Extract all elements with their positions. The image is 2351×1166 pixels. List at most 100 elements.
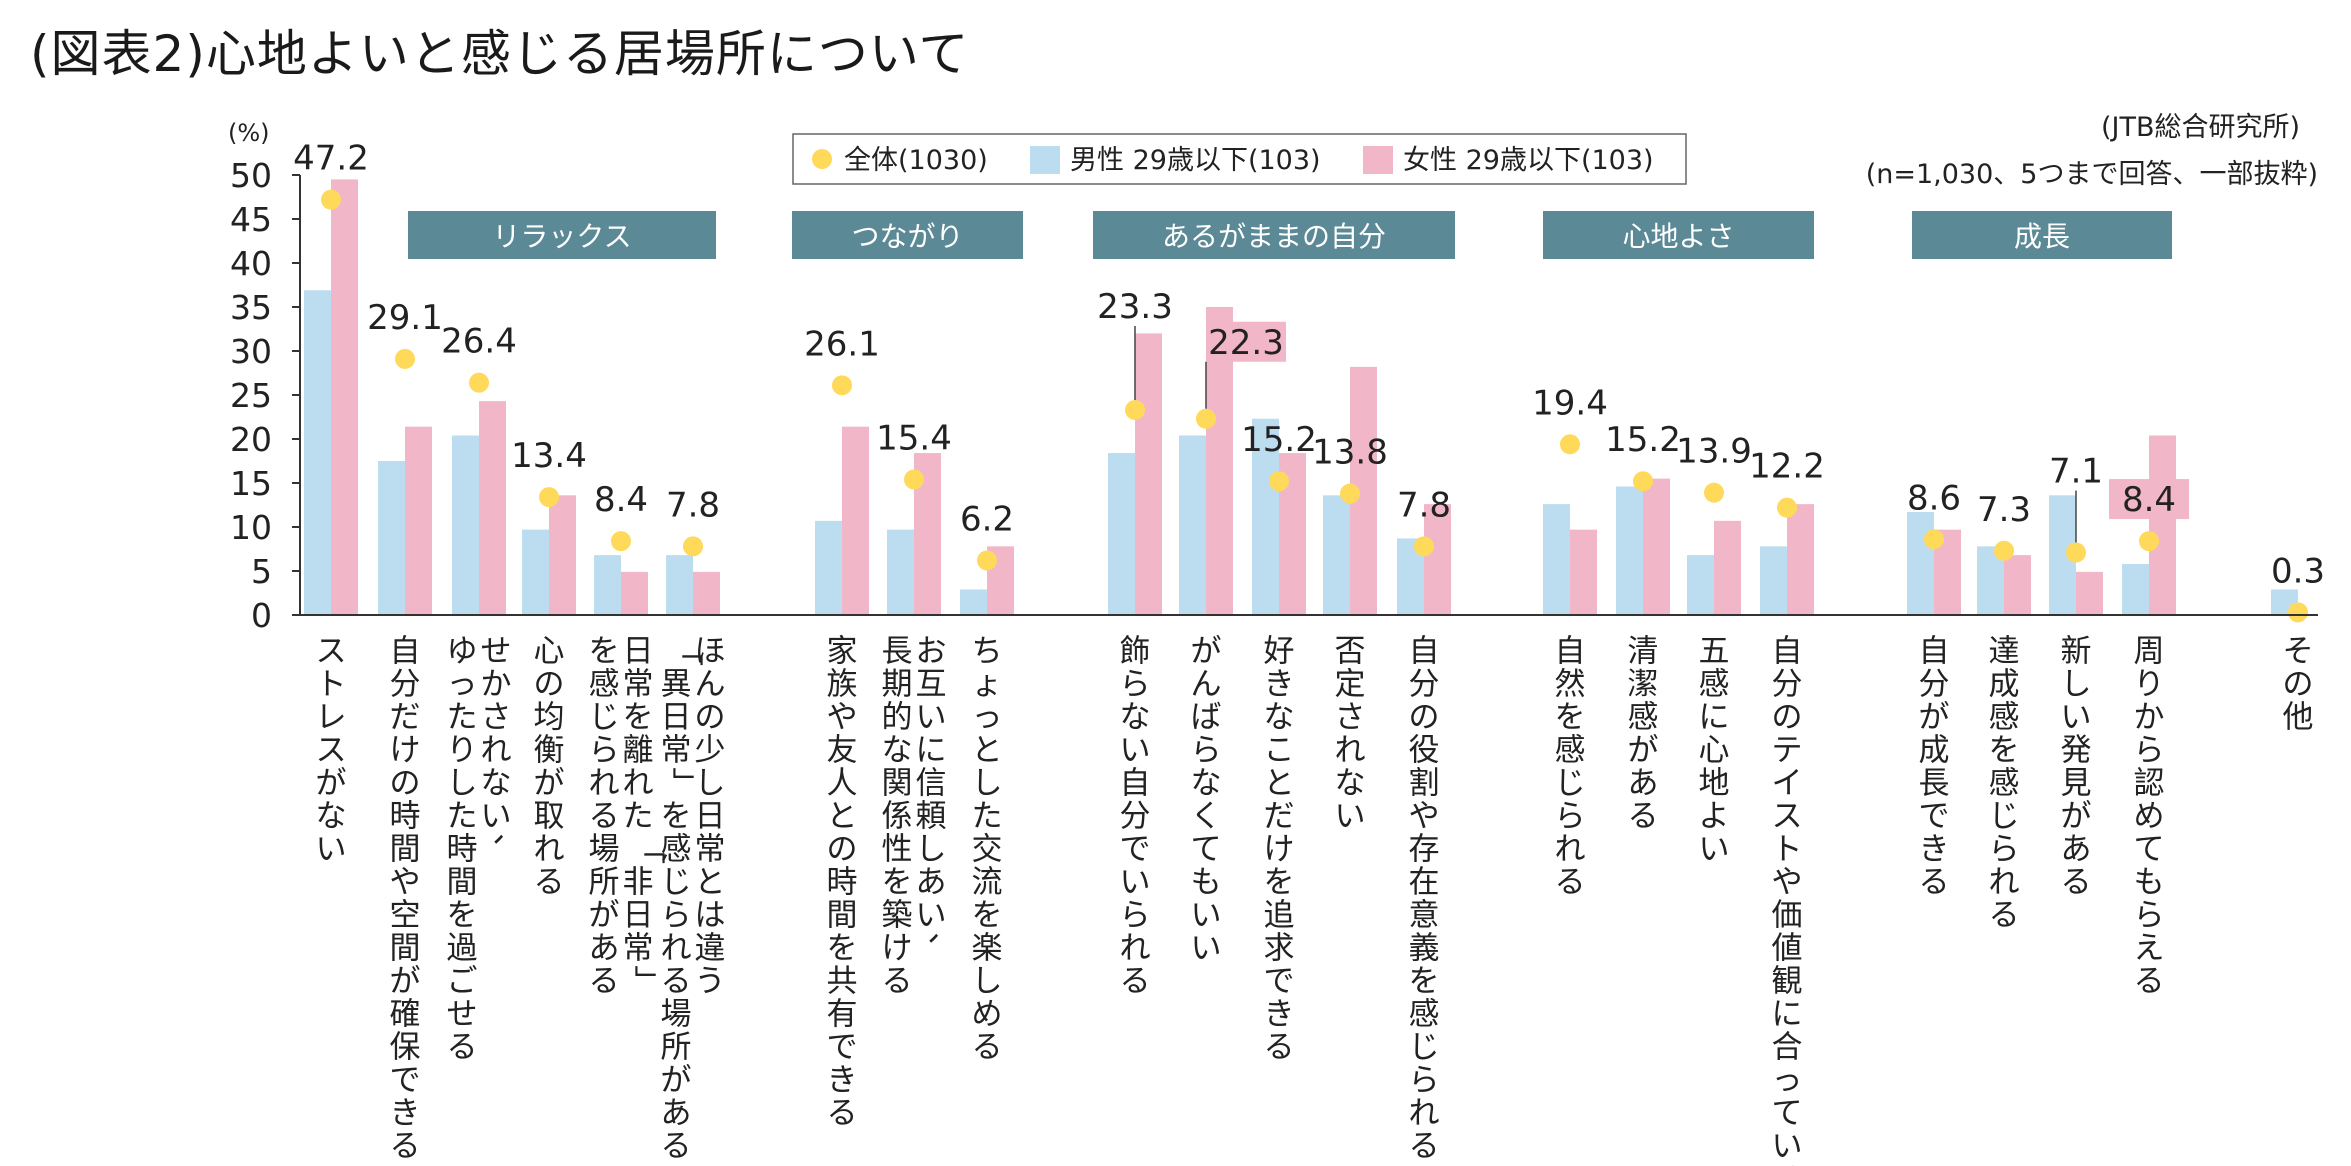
category-char: ら <box>589 732 620 768</box>
category-char: ら <box>1120 666 1151 702</box>
category-char: さ <box>1335 699 1366 735</box>
category-char: た <box>447 699 478 735</box>
category-char: ゆ <box>447 633 478 669</box>
category-char: た <box>623 798 654 834</box>
point-all <box>321 189 341 210</box>
category-char: れ <box>589 765 620 801</box>
category-char: を <box>623 699 654 735</box>
category-char: ら <box>2134 897 2165 933</box>
category-char: 頼 <box>916 798 947 834</box>
category-char: 」 <box>630 965 666 996</box>
category-char: さ <box>481 699 512 735</box>
category-char: け <box>390 732 421 768</box>
category-char: 意 <box>1409 897 1440 933</box>
category-char: 存 <box>1409 831 1440 867</box>
category-char: る <box>1120 963 1151 999</box>
category-char: 確 <box>390 996 421 1032</box>
y-tick-label: 30 <box>230 332 272 371</box>
category-char: 飾 <box>1120 633 1151 669</box>
category-char: 感 <box>1409 996 1440 1032</box>
category-char: 在 <box>1409 864 1440 900</box>
category-char: ょ <box>972 666 1003 702</box>
point-all <box>1340 483 1360 504</box>
category-char: る <box>1264 1029 1295 1065</box>
category-char: 見 <box>2061 765 2092 801</box>
category-char: が <box>2061 798 2092 834</box>
category-char: 感 <box>661 831 692 867</box>
data-label: 13.4 <box>511 436 587 476</box>
label-highlight <box>2109 479 2189 520</box>
category-char: と <box>827 798 858 834</box>
bar-female <box>1787 504 1814 615</box>
category-char: 間 <box>390 930 421 966</box>
category-char: 自 <box>1120 765 1151 801</box>
category-char: 成 <box>1919 732 1950 768</box>
category-char: る <box>589 798 620 834</box>
category-char: と <box>972 732 1003 768</box>
category-char: な <box>1264 699 1295 735</box>
category-char: れ <box>1335 732 1366 768</box>
category-char: 友 <box>827 732 858 768</box>
category-char: せ <box>447 996 478 1032</box>
category-char: い <box>1191 930 1222 966</box>
bar-female <box>1570 529 1597 615</box>
category-char: 係 <box>882 798 913 834</box>
category-char: い <box>316 831 347 867</box>
category-char: 心 <box>1699 732 1730 768</box>
category-char: 有 <box>827 996 858 1032</box>
data-label: 15.2 <box>1605 420 1681 460</box>
data-label: 22.3 <box>1208 323 1284 363</box>
category-char: れ <box>1120 930 1151 966</box>
category-char: る <box>2061 864 2092 900</box>
legend-label-all: 全体(1030) <box>844 145 988 176</box>
category-char: 所 <box>661 1029 692 1065</box>
category-char: レ <box>316 699 347 735</box>
category-char: な <box>882 732 913 768</box>
category-char: が <box>589 897 620 933</box>
category-char: 長 <box>882 633 913 669</box>
category-char: 感 <box>1628 699 1659 735</box>
y-tick-label: 50 <box>230 156 272 195</box>
category-char: れ <box>1989 864 2020 900</box>
category-char: る <box>1772 1161 1803 1166</box>
point-all <box>1414 536 1434 557</box>
category-char: き <box>1264 996 1295 1032</box>
category-char: 「 <box>668 635 704 666</box>
y-tick-label: 25 <box>230 376 272 415</box>
category-char: な <box>1335 765 1366 801</box>
category-char: 地 <box>1699 765 1730 801</box>
category-char: 、 <box>488 833 524 864</box>
category-char: っ <box>972 699 1003 735</box>
category-char: の <box>695 699 726 735</box>
category-char: ス <box>316 732 347 768</box>
category-char: あ <box>661 1095 692 1131</box>
group-label: 心地よさ <box>1622 220 1734 253</box>
category-char: れ <box>623 765 654 801</box>
category-char: が <box>534 765 565 801</box>
category-char: ち <box>972 633 1003 669</box>
category-char: 非 <box>623 864 654 900</box>
point-all <box>2066 542 2086 563</box>
category-char: 常 <box>623 930 654 966</box>
y-tick-label: 45 <box>230 200 272 239</box>
category-char: 成 <box>1989 666 2020 702</box>
category-char: 分 <box>390 666 421 702</box>
category-char: 割 <box>1409 765 1440 801</box>
category-char: い <box>1699 831 1730 867</box>
category-char: 日 <box>623 633 654 669</box>
category-char: 自 <box>1772 633 1803 669</box>
category-char: う <box>695 963 726 999</box>
category-char: じ <box>661 864 692 900</box>
data-label: 29.1 <box>367 298 443 338</box>
category-char: ら <box>1555 798 1586 834</box>
category-char: 合 <box>1772 1029 1803 1065</box>
category-char: 互 <box>916 666 947 702</box>
data-label: 26.1 <box>804 324 880 364</box>
category-char: い <box>2061 699 2092 735</box>
category-char: る <box>1409 1128 1440 1164</box>
